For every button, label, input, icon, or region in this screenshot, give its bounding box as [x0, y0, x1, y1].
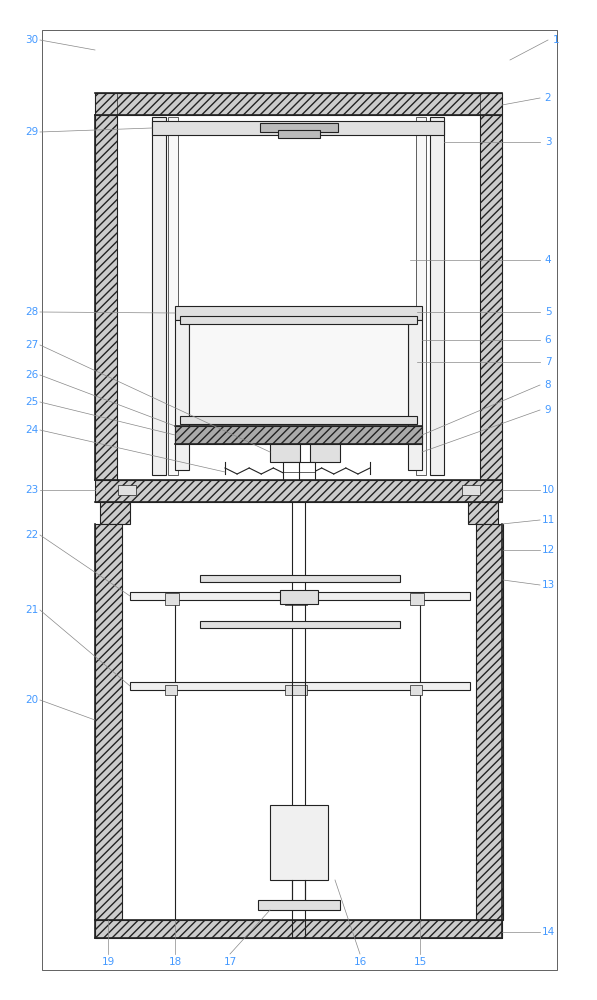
Bar — [270, 805, 328, 880]
Text: 21: 21 — [26, 605, 39, 615]
Bar — [180, 316, 417, 324]
Text: 2: 2 — [544, 93, 551, 103]
Bar — [258, 900, 340, 910]
Bar — [408, 320, 422, 470]
Text: 15: 15 — [413, 957, 427, 967]
Bar — [175, 306, 422, 320]
Bar — [42, 30, 557, 970]
Bar — [410, 593, 424, 605]
Text: 20: 20 — [26, 695, 39, 705]
Bar — [175, 320, 189, 470]
Bar — [410, 685, 422, 695]
Bar — [168, 117, 178, 475]
Bar — [476, 524, 503, 920]
Bar — [285, 593, 307, 605]
Text: 17: 17 — [223, 957, 236, 967]
Bar — [95, 115, 117, 480]
Text: 5: 5 — [544, 307, 551, 317]
Bar — [175, 426, 422, 444]
Bar — [95, 920, 502, 938]
Text: 12: 12 — [541, 545, 555, 555]
Bar — [480, 115, 502, 480]
Bar — [285, 685, 307, 695]
Text: 13: 13 — [541, 580, 555, 590]
Text: 11: 11 — [541, 515, 555, 525]
Bar — [130, 682, 470, 690]
Bar — [152, 117, 166, 475]
Text: 30: 30 — [26, 35, 39, 45]
Text: 24: 24 — [26, 425, 39, 435]
Bar — [468, 502, 498, 524]
Bar — [260, 123, 338, 132]
Text: 7: 7 — [544, 357, 551, 367]
Bar — [95, 480, 502, 502]
Bar — [100, 502, 130, 524]
Text: 19: 19 — [101, 957, 115, 967]
Bar — [430, 117, 444, 475]
Bar — [462, 485, 480, 495]
Bar — [416, 117, 426, 475]
Text: 27: 27 — [26, 340, 39, 350]
Text: 28: 28 — [26, 307, 39, 317]
Bar — [165, 685, 177, 695]
Bar — [165, 593, 179, 605]
Text: 4: 4 — [544, 255, 551, 265]
Text: 1: 1 — [553, 35, 559, 45]
Text: 22: 22 — [26, 530, 39, 540]
Text: 18: 18 — [168, 957, 181, 967]
Text: 29: 29 — [26, 127, 39, 137]
Text: 16: 16 — [353, 957, 367, 967]
Bar — [283, 462, 315, 482]
Text: 26: 26 — [26, 370, 39, 380]
Bar — [130, 592, 470, 600]
Text: 3: 3 — [544, 137, 551, 147]
Text: 8: 8 — [544, 380, 551, 390]
Bar — [95, 93, 502, 115]
Text: 23: 23 — [26, 485, 39, 495]
Bar — [200, 621, 400, 628]
Text: 10: 10 — [541, 485, 555, 495]
Bar — [189, 320, 408, 420]
Text: 6: 6 — [544, 335, 551, 345]
Bar — [200, 575, 400, 582]
Bar — [270, 444, 300, 462]
Bar — [280, 590, 318, 604]
Text: 25: 25 — [26, 397, 39, 407]
Bar — [152, 121, 444, 135]
Text: 9: 9 — [544, 405, 551, 415]
Bar — [310, 444, 340, 462]
Bar — [118, 485, 136, 495]
Bar — [180, 416, 417, 424]
Text: 14: 14 — [541, 927, 555, 937]
Bar — [278, 130, 320, 138]
Bar — [95, 524, 122, 920]
